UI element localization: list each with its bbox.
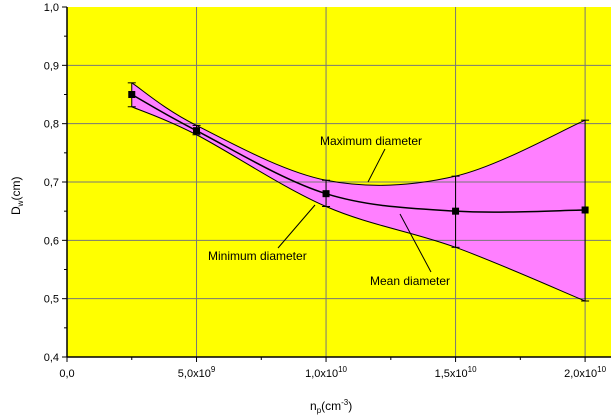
- data-point: [193, 127, 201, 135]
- x-tick-labels: 0,0 5,0x109 1,0x1010 1,5x1010 2,0x1010: [59, 365, 606, 380]
- y-axis-unit: (cm): [9, 177, 23, 201]
- x-tick-label: 1,0x1010: [305, 365, 347, 380]
- x-axis-unit-close: ): [348, 399, 352, 413]
- axes: [62, 6, 611, 362]
- data-points: [128, 91, 589, 215]
- y-tick-label: 0,9: [44, 60, 59, 72]
- x-axis-title: np(cm-3): [310, 398, 352, 415]
- diameter-range-band: [131, 82, 586, 301]
- y-tick-label: 1,0: [44, 2, 59, 14]
- x-axis-unit: (cm: [321, 399, 341, 413]
- x-tick-mantissa: 1,0x10: [305, 368, 338, 380]
- annotation-mean-diameter: Mean diameter: [370, 274, 450, 288]
- y-tick-labels: 0,4 0,5 0,6 0,7 0,8 0,9 1,0: [44, 2, 59, 364]
- data-point: [322, 190, 330, 198]
- annotation-minimum-diameter: Minimum diameter: [208, 249, 307, 263]
- x-tick-mantissa: 5,0x10: [178, 368, 211, 380]
- x-tick-label: 0,0: [59, 368, 74, 380]
- y-axis-title: Dw(cm): [9, 177, 25, 215]
- y-axis-symbol: D: [9, 206, 23, 215]
- x-tick-exponent: 10: [468, 365, 477, 374]
- x-tick-label: 2,0x1010: [564, 365, 606, 380]
- data-point: [581, 206, 589, 214]
- y-tick-label: 0,5: [44, 294, 59, 306]
- x-tick-mantissa: 0,0: [59, 368, 74, 380]
- x-tick-label: 5,0x109: [178, 365, 216, 380]
- data-point: [452, 207, 460, 215]
- x-axis-symbol: n: [310, 399, 317, 413]
- x-tick-label: 1,5x1010: [435, 365, 477, 380]
- y-tick-label: 0,4: [44, 352, 59, 364]
- y-tick-label: 0,6: [44, 235, 59, 247]
- y-tick-label: 0,7: [44, 177, 59, 189]
- y-tick-label: 0,8: [44, 119, 59, 131]
- annotation-arrow-mean: [399, 213, 432, 273]
- minimum-diameter-line: [131, 106, 586, 302]
- x-axis-unit-exponent: -3: [341, 398, 349, 407]
- data-point: [128, 91, 136, 98]
- x-tick-exponent: 10: [338, 365, 347, 374]
- annotation-arrow-minimum: [277, 204, 316, 249]
- y-axis-subscript: w: [16, 200, 25, 207]
- x-tick-exponent: 9: [211, 365, 216, 374]
- x-axis-subscript: p: [317, 406, 322, 415]
- x-tick-mantissa: 1,5x10: [435, 368, 468, 380]
- maximum-diameter-line: [131, 82, 586, 186]
- annotation-maximum-diameter: Maximum diameter: [320, 134, 422, 148]
- x-tick-mantissa: 2,0x10: [564, 368, 597, 380]
- x-tick-exponent: 10: [597, 365, 606, 374]
- annotation-arrow-maximum: [367, 148, 386, 183]
